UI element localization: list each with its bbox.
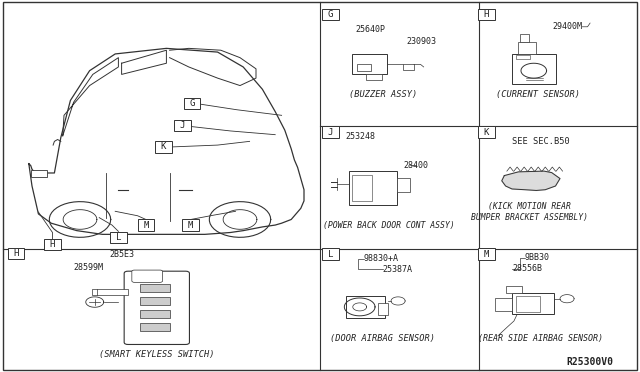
Text: (SMART KEYLESS SWITCH): (SMART KEYLESS SWITCH) — [99, 350, 214, 359]
Bar — [516, 55, 530, 59]
Text: 9BB30: 9BB30 — [525, 253, 550, 262]
Bar — [520, 34, 529, 42]
Bar — [357, 64, 371, 71]
Bar — [512, 54, 556, 84]
Bar — [140, 297, 170, 305]
Text: J: J — [180, 121, 185, 130]
Text: L: L — [116, 233, 121, 242]
Text: L: L — [328, 250, 333, 259]
Bar — [110, 232, 127, 243]
Bar — [322, 248, 339, 260]
Bar — [140, 310, 170, 318]
Text: K: K — [161, 142, 166, 151]
Bar — [397, 178, 410, 192]
Bar — [349, 171, 397, 205]
Text: 28400: 28400 — [403, 161, 428, 170]
Text: (REAR SIDE AIRBAG SENSOR): (REAR SIDE AIRBAG SENSOR) — [478, 334, 604, 343]
Bar — [322, 126, 339, 138]
Text: H: H — [13, 249, 19, 258]
Text: G: G — [328, 10, 333, 19]
Text: J: J — [328, 128, 333, 137]
FancyBboxPatch shape — [132, 270, 163, 282]
Bar — [506, 286, 522, 293]
Bar — [8, 248, 24, 259]
Text: (DOOR AIRBAG SENSOR): (DOOR AIRBAG SENSOR) — [330, 334, 435, 343]
Text: 28599M: 28599M — [74, 263, 104, 272]
Bar — [378, 303, 388, 315]
Bar — [182, 219, 199, 231]
Bar — [366, 74, 382, 80]
Bar — [478, 9, 495, 20]
Text: 230903: 230903 — [406, 37, 436, 46]
Bar — [478, 248, 495, 260]
Text: 98830+A: 98830+A — [364, 254, 399, 263]
Text: SEE SEC.B50: SEE SEC.B50 — [512, 137, 570, 146]
FancyBboxPatch shape — [124, 271, 189, 344]
Text: K: K — [484, 128, 489, 137]
Bar — [516, 296, 540, 312]
Text: M: M — [188, 221, 193, 230]
Bar — [174, 120, 191, 131]
Text: 2B5E3: 2B5E3 — [109, 250, 134, 259]
Text: H: H — [50, 240, 55, 249]
Bar — [478, 126, 495, 138]
Text: 25640P: 25640P — [355, 25, 385, 34]
Text: 253248: 253248 — [346, 132, 376, 141]
Bar — [140, 323, 170, 331]
Text: (BUZZER ASSY): (BUZZER ASSY) — [349, 90, 417, 99]
Bar — [518, 42, 536, 54]
Bar — [155, 141, 172, 153]
Text: (KICK MOTION REAR
BUMPER BRACKET ASSEMBLY): (KICK MOTION REAR BUMPER BRACKET ASSEMBL… — [472, 202, 588, 222]
Bar — [184, 98, 200, 109]
Bar — [352, 175, 372, 201]
Text: M: M — [143, 221, 148, 230]
Bar — [403, 64, 414, 70]
Bar — [495, 298, 512, 311]
Bar — [346, 296, 385, 318]
Text: 25387A: 25387A — [383, 265, 413, 274]
Text: G: G — [189, 99, 195, 108]
Bar — [44, 239, 61, 250]
Text: 28556B: 28556B — [512, 264, 542, 273]
Bar — [352, 54, 387, 74]
Text: 29400M: 29400M — [552, 22, 582, 31]
Text: R25300V0: R25300V0 — [566, 357, 614, 366]
Bar — [97, 289, 128, 295]
Bar — [138, 219, 154, 231]
Text: (CURRENT SENSOR): (CURRENT SENSOR) — [495, 90, 580, 99]
Bar — [31, 170, 47, 177]
Bar — [512, 293, 554, 314]
Bar — [140, 284, 170, 292]
Polygon shape — [502, 171, 560, 190]
Bar — [322, 9, 339, 20]
Text: H: H — [484, 10, 489, 19]
Text: M: M — [484, 250, 489, 259]
Text: (POWER BACK DOOR CONT ASSY): (POWER BACK DOOR CONT ASSY) — [323, 221, 455, 230]
